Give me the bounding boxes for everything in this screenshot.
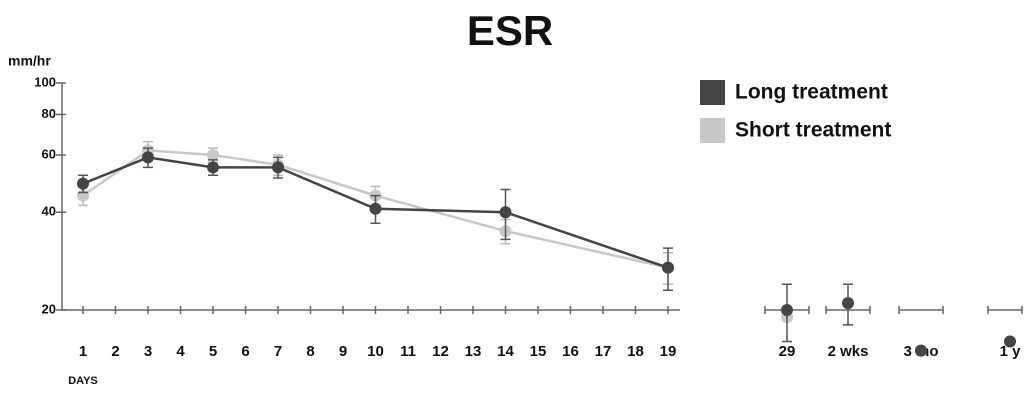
x-tick-label: 5 <box>209 343 217 360</box>
x-axis-label: DAYS <box>68 375 98 387</box>
x-tick-label: 14 <box>497 343 514 360</box>
data-point <box>499 206 512 219</box>
legend-label: Short treatment <box>735 119 891 142</box>
x-tick-label: 1 y <box>1000 343 1022 360</box>
data-point <box>272 161 284 174</box>
x-tick-label: 15 <box>530 343 547 360</box>
x-tick-label: 6 <box>241 343 249 360</box>
legend-label: Long treatment <box>735 81 888 104</box>
data-point <box>207 149 219 162</box>
data-point <box>915 344 927 357</box>
x-tick-label: 2 <box>111 343 119 360</box>
x-tick-label: 9 <box>339 343 347 360</box>
data-point <box>369 202 382 215</box>
data-point <box>207 161 219 174</box>
x-tick-label: 13 <box>465 343 482 360</box>
legend-swatch <box>700 118 725 143</box>
y-tick-label: 60 <box>42 146 56 161</box>
x-tick-label: 29 <box>779 343 796 360</box>
axis-segment <box>987 306 1023 314</box>
y-axis-label: mm/hr <box>8 53 51 69</box>
x-tick-label: 8 <box>306 343 314 360</box>
data-point <box>781 304 793 316</box>
y-tick-label: 40 <box>42 204 56 219</box>
x-tick-label: 4 <box>176 343 185 360</box>
data-point <box>77 177 89 190</box>
y-tick-label: 80 <box>42 106 56 121</box>
data-point <box>1004 335 1016 348</box>
axis-segment <box>898 306 944 314</box>
x-tick-label: 12 <box>432 343 449 360</box>
x-tick-label: 11 <box>400 343 416 360</box>
x-tick-label: 3 <box>144 343 152 360</box>
x-tick-label: 2 wks <box>828 343 869 360</box>
x-tick-label: 1 <box>79 343 87 360</box>
x-tick-label: 7 <box>274 343 282 360</box>
chart-title: ESR <box>467 7 553 54</box>
y-tick-label: 20 <box>42 301 56 316</box>
data-point <box>842 297 854 310</box>
legend-swatch <box>700 80 725 105</box>
x-tick-label: 16 <box>562 343 579 360</box>
x-tick-label: 19 <box>660 343 677 360</box>
x-tick-label: 17 <box>595 343 612 360</box>
data-point <box>662 261 674 274</box>
x-tick-label: 10 <box>367 343 384 360</box>
data-point <box>142 151 154 164</box>
x-tick-label: 18 <box>627 343 644 360</box>
y-tick-label: 100 <box>34 74 56 89</box>
